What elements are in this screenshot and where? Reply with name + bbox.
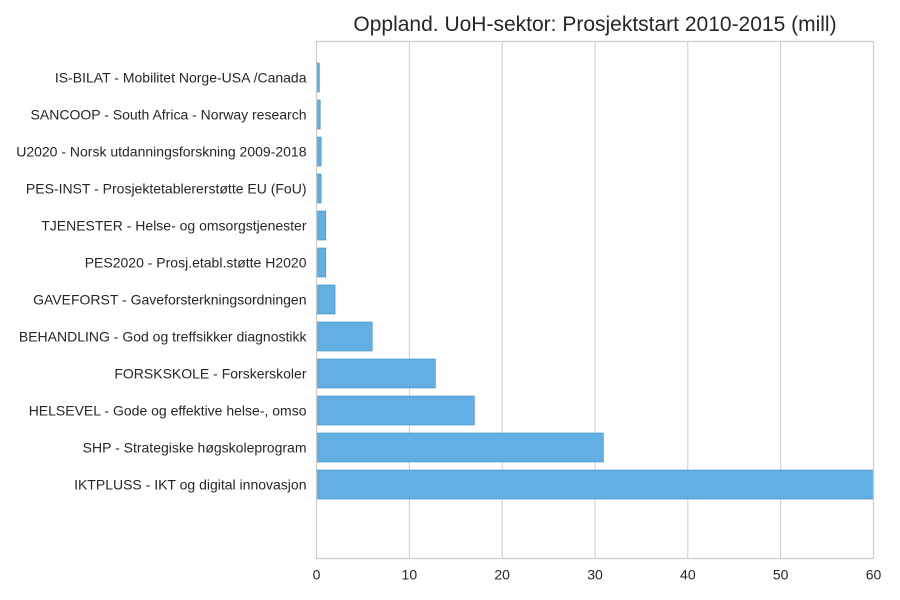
chart-title: Oppland. UoH-sektor: Prosjektstart 2010-…: [353, 13, 837, 36]
x-tick-label: 60: [866, 567, 882, 583]
bar: [316, 395, 475, 426]
category-label: SHP - Strategiske høgskoleprogram: [83, 440, 307, 456]
bar: [316, 210, 327, 241]
category-label: BEHANDLING - God og treffsikker diagnost…: [19, 329, 308, 345]
category-label: U2020 - Norsk utdanningsforskning 2009-2…: [16, 144, 307, 160]
x-tick-label: 40: [680, 567, 696, 583]
category-label: SANCOOP - South Africa - Norway research: [31, 107, 307, 123]
bar: [316, 432, 604, 463]
x-tick-label: 20: [494, 567, 510, 583]
bar: [316, 173, 322, 204]
bar: [316, 284, 336, 315]
x-tick-label: 30: [587, 567, 603, 583]
bar: [316, 321, 373, 352]
bar: [316, 469, 874, 500]
category-label: FORSKSKOLE - Forskerskoler: [114, 366, 306, 382]
category-label: PES-INST - Prosjektetablererstøtte EU (F…: [26, 181, 307, 197]
x-tick-label: 0: [313, 567, 321, 583]
category-label: TJENESTER - Helse- og omsorgstjenester: [41, 218, 307, 234]
x-tick-label: 10: [402, 567, 418, 583]
category-label: IKTPLUSS - IKT og digital innovasjon: [74, 477, 306, 493]
bar: [316, 247, 327, 278]
category-label: HELSEVEL - Gode og effektive helse-, oms…: [29, 403, 307, 419]
x-tick-label: 50: [773, 567, 789, 583]
category-label: PES2020 - Prosj.etabl.støtte H2020: [85, 255, 307, 271]
plot-frame: [315, 40, 875, 560]
category-label: IS-BILAT - Mobilitet Norge-USA /Canada: [55, 70, 307, 86]
bar: [316, 136, 322, 167]
bar: [316, 358, 436, 389]
category-label: GAVEFORST - Gaveforsterkningsordningen: [33, 292, 306, 308]
